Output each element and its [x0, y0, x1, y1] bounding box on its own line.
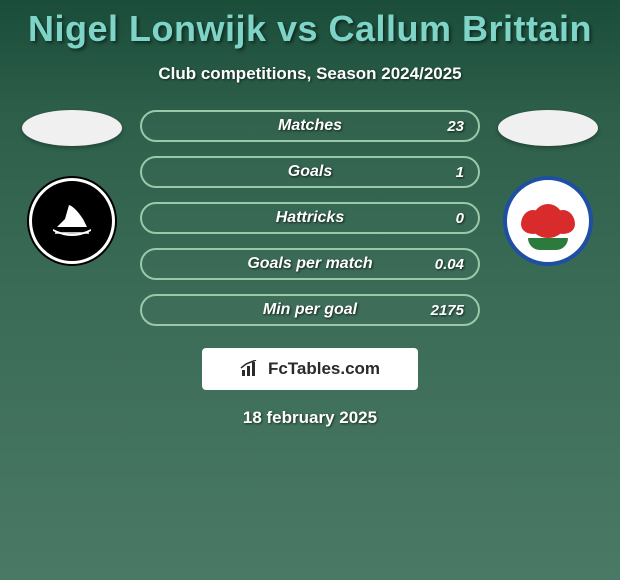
blackburn-leaves-icon: [528, 238, 568, 250]
stat-value: 0: [456, 210, 464, 227]
left-player-column: [22, 110, 122, 266]
stat-value: 0.04: [435, 256, 464, 273]
stat-label: Matches: [278, 117, 342, 135]
stat-label: Hattricks: [276, 209, 344, 227]
right-player-avatar-placeholder: [498, 110, 598, 146]
stat-value: 2175: [431, 302, 464, 319]
stats-column: Matches 23 Goals 1 Hattricks 0 Goals per…: [140, 110, 480, 326]
stat-row-matches: Matches 23: [140, 110, 480, 142]
comparison-layout: Matches 23 Goals 1 Hattricks 0 Goals per…: [0, 110, 620, 326]
stat-label: Min per goal: [263, 301, 357, 319]
plymouth-club-badge: [27, 176, 117, 266]
stat-row-goals: Goals 1: [140, 156, 480, 188]
stat-row-min-per-goal: Min per goal 2175: [140, 294, 480, 326]
stat-label: Goals: [288, 163, 332, 181]
bar-chart-icon: [240, 360, 262, 378]
blackburn-club-badge: [503, 176, 593, 266]
comparison-title: Nigel Lonwijk vs Callum Brittain: [0, 0, 620, 50]
comparison-subtitle: Club competitions, Season 2024/2025: [0, 64, 620, 84]
left-player-avatar-placeholder: [22, 110, 122, 146]
stat-label: Goals per match: [247, 255, 372, 273]
blackburn-rose-icon: [531, 204, 565, 238]
fctables-label: FcTables.com: [268, 359, 380, 379]
plymouth-ship-icon: [47, 199, 97, 243]
right-player-column: [498, 110, 598, 266]
fctables-watermark: FcTables.com: [202, 348, 418, 390]
stat-row-hattricks: Hattricks 0: [140, 202, 480, 234]
stat-value: 23: [447, 118, 464, 135]
stat-value: 1: [456, 164, 464, 181]
stat-row-goals-per-match: Goals per match 0.04: [140, 248, 480, 280]
comparison-date: 18 february 2025: [0, 408, 620, 428]
